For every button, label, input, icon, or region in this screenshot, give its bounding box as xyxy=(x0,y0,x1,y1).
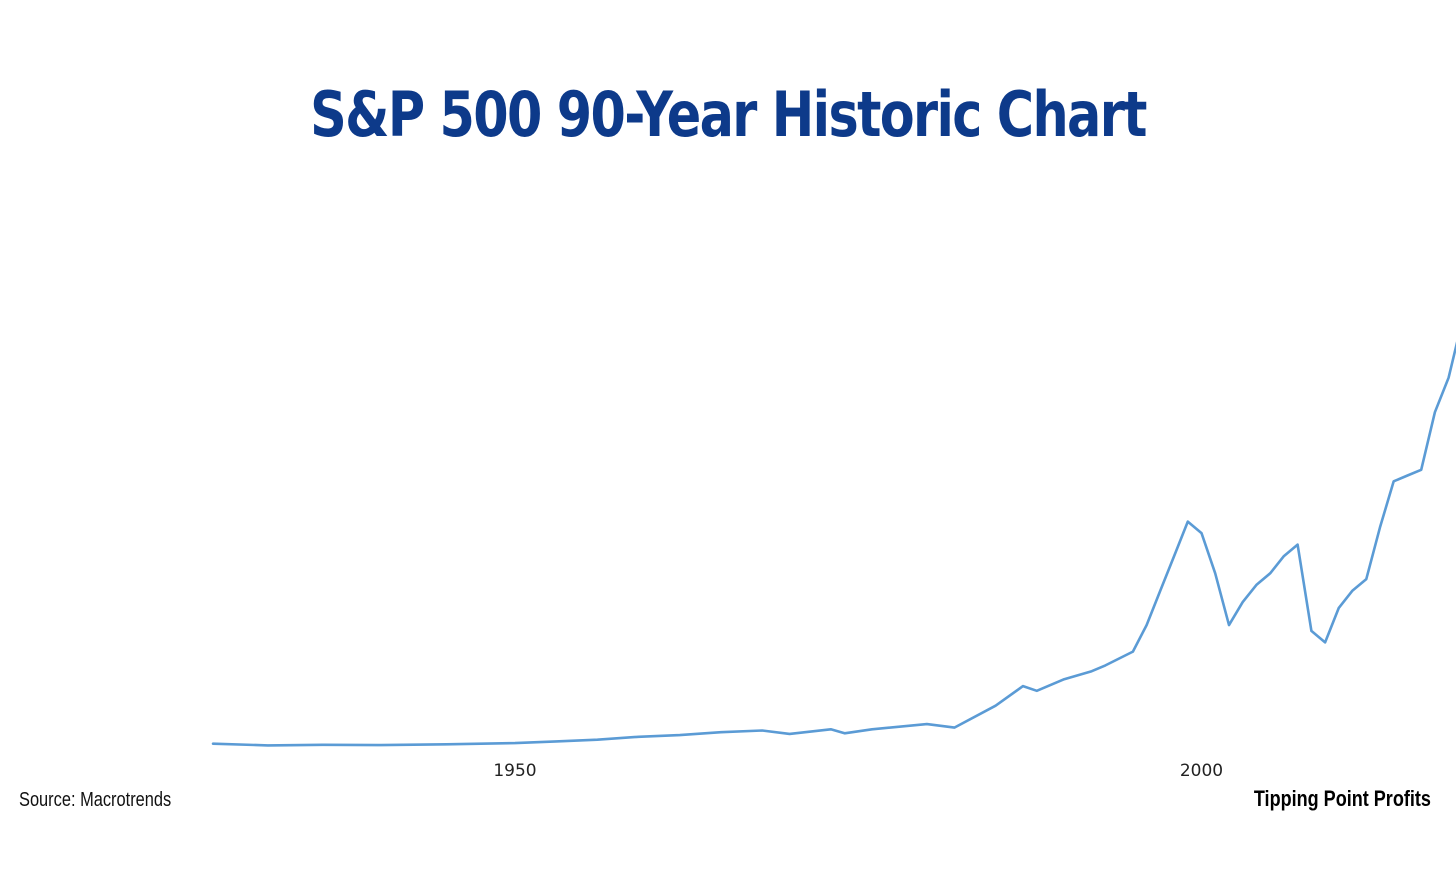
plot-area xyxy=(211,341,1456,747)
chart-title: S&P 500 90-Year Historic Chart xyxy=(310,78,1147,151)
x-axis-ticks: 1950 2000 xyxy=(493,761,1223,781)
x-tick-label: 2000 xyxy=(1180,761,1223,781)
brand-label: Tipping Point Profits xyxy=(1253,786,1431,811)
source-label: Source: Macrotrends xyxy=(19,789,172,811)
x-tick-label: 1950 xyxy=(493,761,536,781)
series-line xyxy=(211,341,1456,747)
